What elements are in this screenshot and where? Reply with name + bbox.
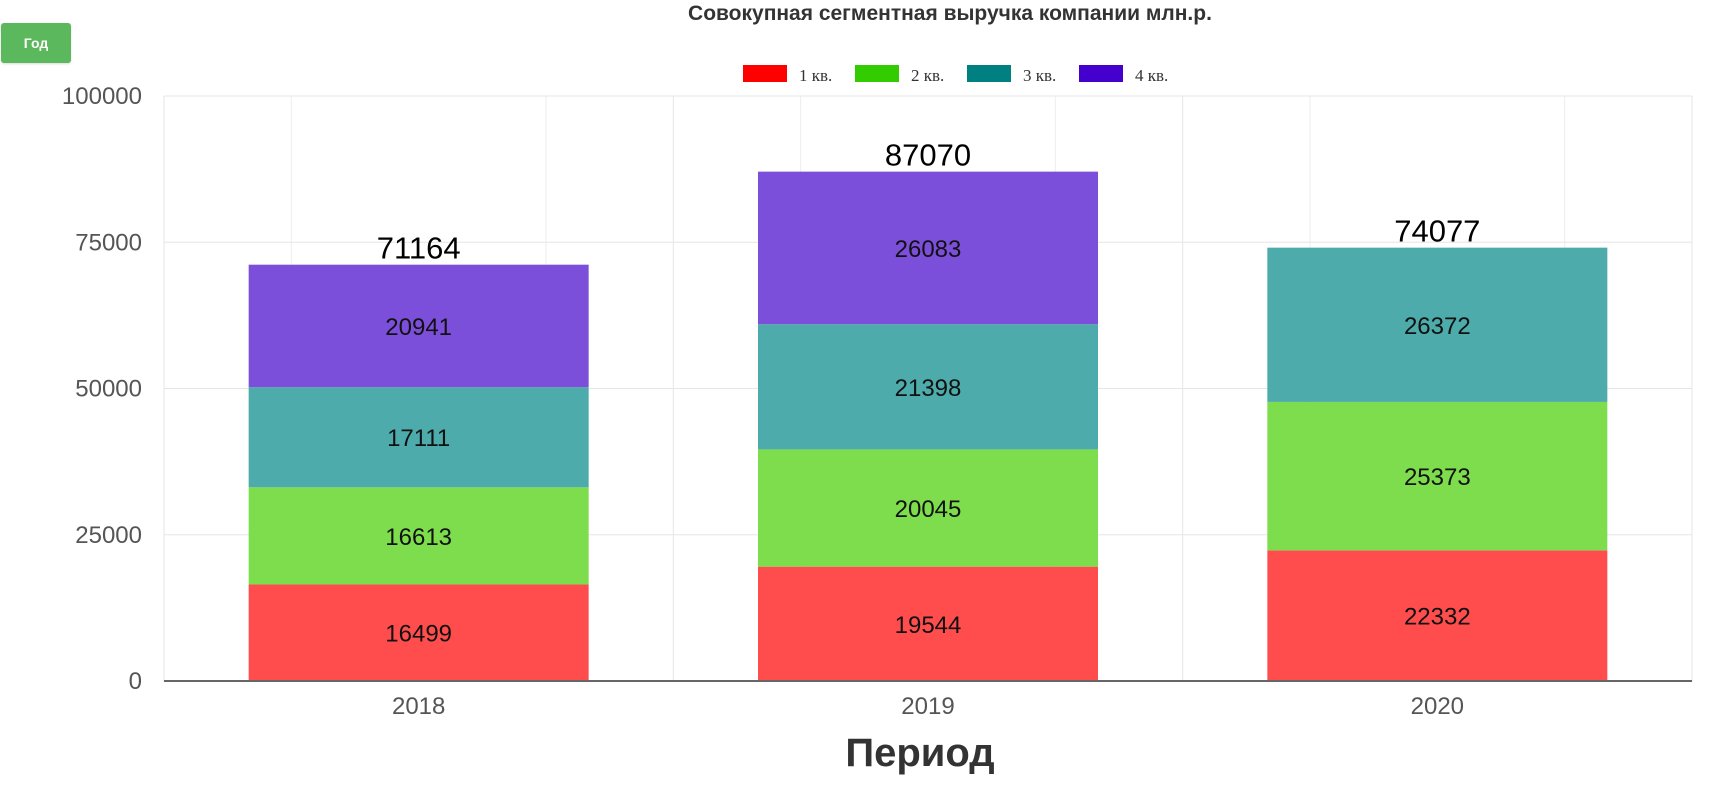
legend-swatch bbox=[967, 65, 1011, 82]
bar-segment bbox=[758, 566, 1098, 681]
bar-segment bbox=[1267, 550, 1608, 681]
x-tick-label: 2020 bbox=[1411, 693, 1464, 720]
bar-segment bbox=[1267, 247, 1608, 402]
bar-total-label: 74077 bbox=[1394, 214, 1480, 249]
bars: 16499 16613 17111 20941 71164 19544 20045 21398… bbox=[248, 138, 1608, 681]
period-year-button[interactable]: Год bbox=[1, 23, 71, 63]
legend-swatch bbox=[743, 65, 787, 82]
x-tick-label: 2018 bbox=[392, 693, 445, 720]
chart-title: Совокупная сегментная выручка компании м… bbox=[688, 2, 1212, 25]
bar-segment bbox=[758, 171, 1098, 325]
x-axis: 2018 2019 2020 bbox=[164, 680, 1692, 720]
bar-total-label: 71164 bbox=[377, 231, 461, 266]
bar-value-label: 22332 bbox=[1404, 604, 1471, 631]
y-tick-label: 25000 bbox=[75, 522, 142, 549]
bar-value-label: 16613 bbox=[385, 524, 452, 551]
y-tick-label: 100000 bbox=[62, 83, 142, 110]
bar-value-label: 16499 bbox=[385, 621, 452, 648]
y-tick-label: 50000 bbox=[75, 376, 142, 403]
x-axis-title: Период bbox=[845, 731, 994, 775]
legend-label: 2 кв. bbox=[911, 66, 944, 85]
bar-segment bbox=[1267, 401, 1608, 551]
legend-swatch bbox=[1079, 65, 1123, 82]
bar-value-label: 20941 bbox=[385, 314, 452, 341]
legend-label: 3 кв. bbox=[1023, 66, 1056, 85]
bar-value-label: 20045 bbox=[895, 496, 962, 523]
bar-value-label: 26083 bbox=[895, 236, 962, 263]
legend-label: 4 кв. bbox=[1135, 66, 1168, 85]
x-tick-label: 2019 bbox=[901, 693, 954, 720]
y-axis: 0 25000 50000 75000 100000 bbox=[62, 83, 142, 695]
bar-value-label: 19544 bbox=[895, 612, 962, 639]
bar-total-label: 87070 bbox=[885, 138, 971, 173]
bar-segment bbox=[248, 264, 589, 388]
chart-legend: 1 кв. 2 кв. 3 кв. 4 кв. bbox=[743, 65, 1168, 85]
bar-segment bbox=[248, 487, 589, 585]
bar-segment bbox=[248, 584, 589, 681]
bar-segment bbox=[758, 324, 1098, 450]
bar-segment bbox=[248, 387, 589, 488]
y-tick-label: 0 bbox=[129, 668, 142, 695]
legend-swatch bbox=[855, 65, 899, 82]
bar-value-label: 25373 bbox=[1404, 464, 1471, 491]
y-tick-label: 75000 bbox=[75, 229, 142, 256]
legend-label: 1 кв. bbox=[799, 66, 832, 85]
bar-value-label: 21398 bbox=[895, 375, 962, 402]
bar-segment bbox=[758, 449, 1098, 567]
bar-value-label: 17111 bbox=[387, 425, 450, 452]
bar-value-label: 26372 bbox=[1404, 313, 1471, 340]
